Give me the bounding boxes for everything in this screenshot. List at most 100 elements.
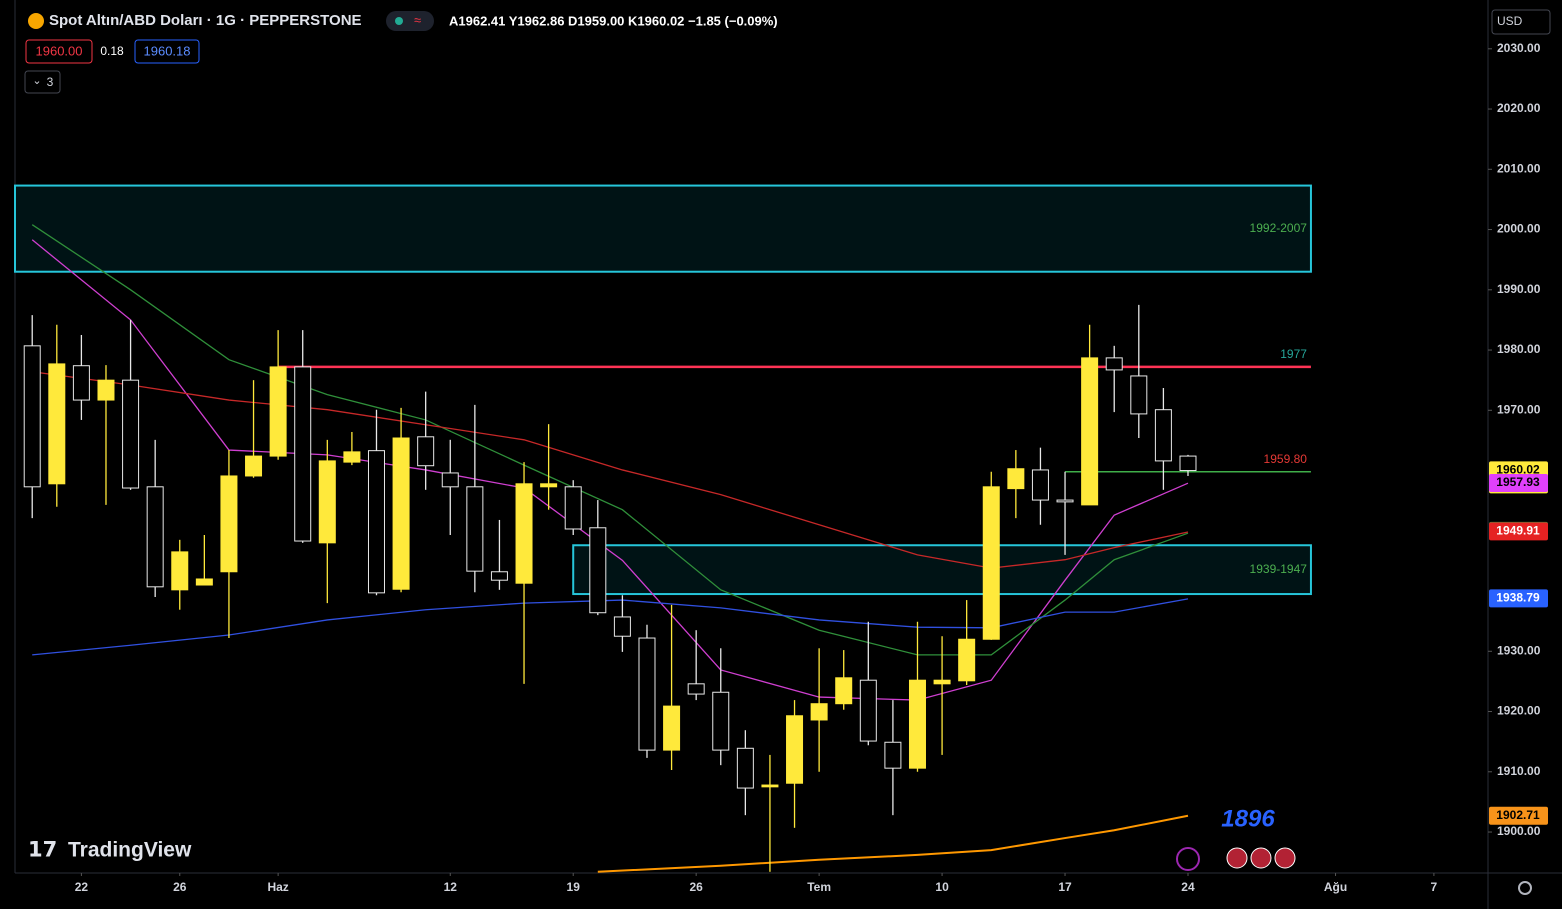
candle-body (958, 638, 976, 682)
status-pill (386, 11, 434, 31)
candle-body (97, 379, 115, 401)
buy-price: 1960.18 (144, 43, 191, 58)
x-tick-label: 19 (567, 880, 581, 894)
candle-body (884, 741, 902, 769)
candle-body (908, 679, 926, 769)
candle-body (859, 679, 877, 742)
event-flag[interactable] (1226, 847, 1248, 869)
data-icon: ≈ (414, 12, 421, 27)
candle-body (466, 486, 484, 572)
candle-body (589, 527, 607, 614)
candle-body (613, 616, 631, 637)
candle-body (392, 437, 410, 590)
candle-body (294, 366, 312, 542)
symbol-icon (28, 13, 44, 29)
market-open-dot (395, 17, 403, 25)
candle-body (933, 679, 951, 685)
candle-body (441, 472, 459, 488)
moving-average (31, 224, 1189, 656)
moving-average (597, 814, 1189, 873)
settings-icon[interactable] (1518, 881, 1532, 895)
candle-body (318, 460, 336, 544)
candle-body (540, 483, 558, 488)
level-label: 1977 (1280, 347, 1307, 361)
zone-label: 1939-1947 (1250, 562, 1308, 576)
candle-body (72, 365, 90, 401)
price-tag-label: 1902.71 (1496, 808, 1540, 822)
candle-body (490, 571, 508, 581)
candle-body (810, 703, 828, 721)
candle-body (245, 455, 263, 477)
candle-body (343, 451, 361, 463)
candle-body (687, 683, 705, 695)
moving-average (32, 598, 1189, 656)
price-tag (1489, 474, 1548, 493)
x-tick-label: Haz (267, 880, 288, 894)
candle-body (515, 483, 533, 584)
candle-body (736, 747, 754, 789)
y-tick-label: 1920.00 (1497, 704, 1541, 718)
annotation: 1896 (1221, 805, 1275, 832)
y-tick-label: 1970.00 (1497, 402, 1541, 416)
spread: 0.18 (100, 44, 124, 58)
level-label: 1959.80 (1264, 452, 1308, 466)
candle-body (1007, 468, 1025, 490)
price-tag-label: 1938.79 (1496, 590, 1540, 604)
chevron: ⌄ (32, 75, 41, 87)
price-tag (1489, 522, 1548, 541)
x-tick-label: 10 (935, 880, 949, 894)
events-icon[interactable] (1176, 847, 1200, 871)
brand-icon: 𝟭𝟳 (28, 839, 57, 862)
price-tag-label: 1957.93 (1496, 475, 1540, 489)
x-tick-label: Tem (807, 880, 831, 894)
candle-body (417, 436, 435, 467)
candle-body (146, 486, 164, 588)
candle-body (835, 677, 853, 705)
y-tick-label: 2020.00 (1497, 101, 1541, 115)
candle-body (1154, 409, 1172, 462)
candle-body (1031, 469, 1049, 501)
y-tick-label: 2030.00 (1497, 41, 1541, 55)
candle-body (48, 363, 66, 485)
x-tick-label: 17 (1058, 880, 1072, 894)
candle-body (663, 705, 681, 751)
sell-price: 1960.00 (36, 43, 83, 58)
candle-body (1081, 357, 1099, 506)
candle-body (367, 450, 385, 594)
moving-average (32, 371, 1189, 569)
candle-body (171, 551, 189, 591)
brand: TradingView (68, 839, 192, 862)
candle-body (1130, 375, 1148, 415)
candle-body (195, 578, 213, 586)
y-tick-label: 2000.00 (1497, 222, 1541, 236)
y-tick-label: 1900.00 (1497, 824, 1541, 838)
y-tick-label: 2010.00 (1497, 161, 1541, 175)
indicators-toggle[interactable] (24, 70, 61, 94)
indicator-count: 3 (47, 75, 54, 89)
price-tag (1489, 806, 1548, 825)
x-tick-label: 22 (75, 880, 89, 894)
price-tag (1489, 589, 1548, 608)
candle-body (220, 475, 238, 573)
candle-body (122, 379, 140, 489)
event-flag[interactable] (1274, 847, 1296, 869)
y-tick-label: 1990.00 (1497, 282, 1541, 296)
buy-button[interactable] (134, 39, 200, 64)
y-tick-label: 1930.00 (1497, 643, 1541, 657)
sell-button[interactable] (25, 39, 93, 64)
zone (14, 184, 1312, 273)
y-tick-label: 1910.00 (1497, 764, 1541, 778)
zone (572, 544, 1312, 596)
candle-body (1105, 357, 1123, 371)
candle-body (712, 691, 730, 751)
currency-button[interactable] (1491, 9, 1551, 35)
currency: USD (1497, 14, 1523, 28)
event-flag[interactable] (1250, 847, 1272, 869)
ohlc: A1962.41 Y1962.86 D1959.00 K1960.02 −1.8… (449, 13, 778, 28)
x-tick-label: 7 (1431, 880, 1438, 894)
candle-body (638, 637, 656, 751)
x-tick-label: 12 (444, 880, 458, 894)
candle-body (564, 486, 582, 530)
x-tick-label: 24 (1181, 880, 1195, 894)
